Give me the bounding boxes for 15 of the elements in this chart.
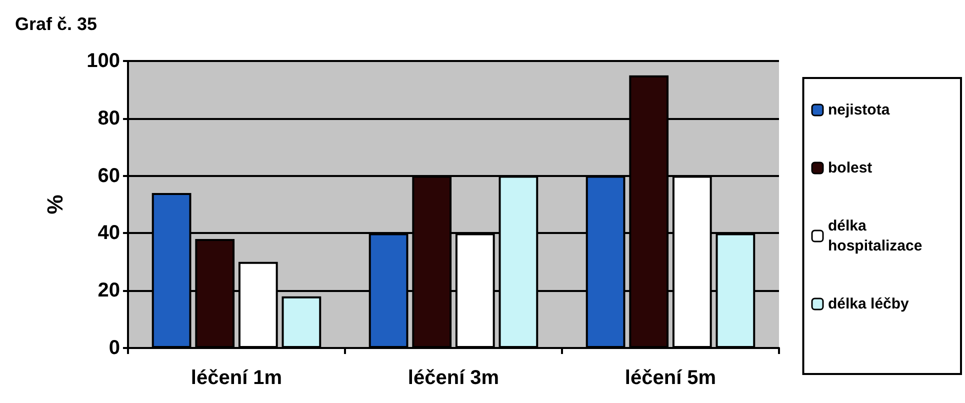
y-tick-label: 20 [98, 280, 120, 302]
y-tick-label: 100 [86, 50, 120, 72]
legend-label: nejistota [828, 102, 890, 118]
x-tick-label: léčení 5m [624, 367, 716, 389]
chart-title: Graf č. 35 [15, 14, 98, 34]
x-tick-label: léčení 3m [408, 367, 500, 389]
y-tick-label: 60 [98, 164, 120, 187]
y-tick-label: 40 [98, 222, 120, 244]
legend-label: bolest [828, 160, 872, 176]
legend-label: délka léčby [828, 296, 910, 312]
legend-label: délka hospitalizace [828, 218, 922, 254]
y-axis-title: % [42, 194, 68, 214]
x-tick-label: léčení 1m [190, 367, 282, 389]
y-tick-label: 0 [108, 337, 120, 359]
y-tick-label: 80 [98, 107, 120, 130]
